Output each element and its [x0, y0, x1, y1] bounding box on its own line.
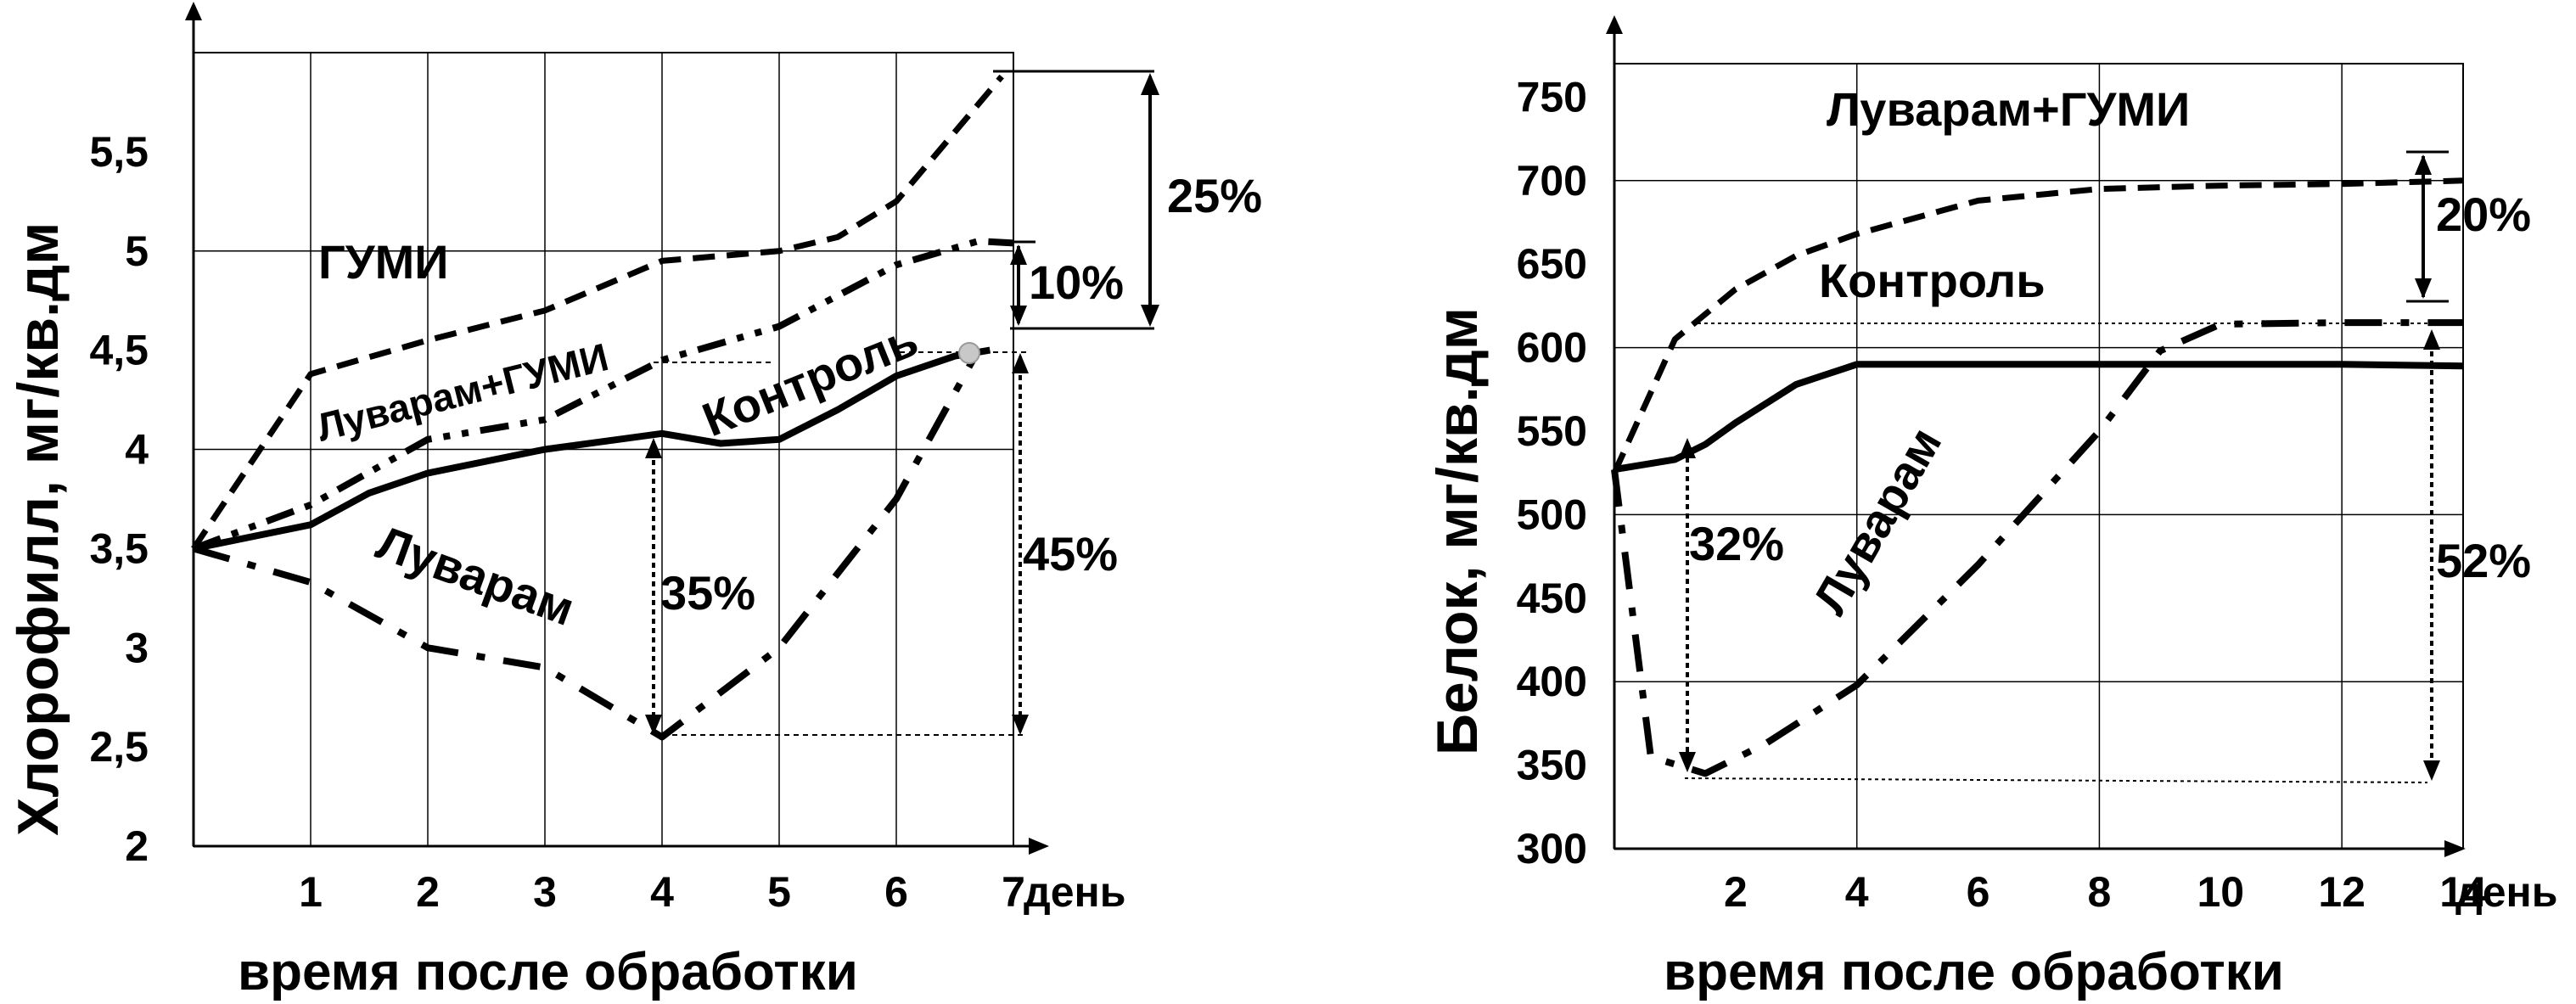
arrowhead-20-bottom: [2415, 278, 2432, 299]
annotations-right: [1679, 150, 2461, 783]
pct-10: 10%: [1029, 255, 1124, 309]
y-tick-label: 450: [1517, 575, 1587, 622]
x-tick-label: 1: [299, 868, 323, 916]
y-tick-label: 300: [1517, 825, 1587, 872]
series-line: [192, 238, 1014, 552]
series-line: [193, 346, 991, 552]
y-tick-label: 400: [1517, 658, 1587, 705]
x-tick-label: 2: [1724, 868, 1748, 916]
arrowhead-10-bottom: [1010, 306, 1027, 326]
arrowhead-45-bottom: [1012, 715, 1029, 735]
x-tick-label: 6: [1967, 868, 1990, 916]
series-right: [1611, 177, 2464, 777]
y-tick-label: 700: [1517, 157, 1587, 205]
series-line: [1611, 319, 2463, 777]
series-line: [1614, 361, 2464, 474]
label-gumi-left: ГУМИ: [318, 235, 448, 289]
percent-labels-left: 25% 10% 35% 45%: [660, 169, 1262, 620]
pct-32: 32%: [1689, 517, 1784, 570]
pct-20: 20%: [2436, 188, 2531, 241]
y-axis-arrow-right: [1606, 15, 1623, 34]
arrowhead-35-top: [645, 438, 662, 458]
y-tick-label: 600: [1517, 324, 1587, 372]
x-axis-arrow-left: [1029, 838, 1049, 855]
y-tick-label: 4: [125, 426, 149, 474]
x-tick-label: 12: [2318, 868, 2366, 916]
series-left: [191, 74, 1014, 741]
x-unit-left: день: [1024, 868, 1125, 916]
x-tick-label: 4: [650, 868, 674, 916]
arrowhead-35-bottom: [645, 715, 662, 735]
y-axis-title-right: Белок, мг/кв.дм: [1425, 307, 1490, 755]
y-tick-label: 550: [1517, 407, 1587, 455]
arrowhead-45-top: [1012, 353, 1029, 373]
arrowhead-32-top: [1679, 438, 1696, 458]
y-axis-arrow-left: [185, 2, 202, 20]
x-tick-label: 6: [884, 868, 908, 916]
arrowhead-10-top: [1010, 244, 1027, 265]
arrowhead-25-bottom: [1141, 305, 1159, 327]
pct-25: 25%: [1167, 169, 1262, 222]
percent-labels-right: 20% 32% 52%: [1689, 188, 2531, 587]
label-luvaram-right: Луварам: [1803, 418, 1952, 623]
arrowhead-20-top: [2415, 154, 2432, 175]
series-line: [1611, 177, 2464, 474]
label-control-right: Контроль: [1819, 254, 2046, 307]
y-tick-label: 500: [1517, 491, 1587, 538]
arrowhead-52-bottom: [2423, 760, 2440, 781]
label-luvaram-gumi-right: Луварам+ГУМИ: [1827, 82, 2190, 136]
x-tick-label: 3: [533, 868, 557, 916]
x-tick-label: 8: [2088, 868, 2112, 916]
tick-labels-left: 1 2 3 4 5 6 7 2 2,5 3 3,5 4 4,5 5 5,5: [89, 128, 1024, 916]
y-tick-label: 5: [125, 227, 149, 275]
y-tick-label: 5,5: [89, 128, 149, 176]
x-axis-arrow-right: [2444, 840, 2466, 857]
plot-frame-right: [1614, 63, 2464, 850]
tick-labels-right: 2 4 6 8 10 12 14 300 350 400 450 500 550 600 650 700 750: [1517, 73, 2487, 916]
annotations-left: [645, 70, 1159, 736]
pct-45: 45%: [1023, 527, 1118, 581]
x-tick-label: 4: [1845, 868, 1869, 916]
x-tick-label: 10: [2197, 868, 2244, 916]
ref-line-bottom-dotted: [1684, 777, 2428, 783]
x-tick-label: 5: [767, 868, 791, 916]
x-axis-title-right: время после обработки: [1664, 943, 2284, 1001]
x-axis-title-left: время после обработки: [238, 943, 858, 1001]
arrowhead-25-top: [1141, 73, 1159, 95]
pct-52: 52%: [2436, 534, 2531, 587]
arrowhead-52-top: [2423, 329, 2440, 350]
y-tick-label: 2: [125, 822, 149, 870]
label-luvaram-left: Луварам: [370, 515, 581, 636]
series-line: [191, 74, 1004, 551]
y-axis-title-left: Хлорофилл, мг/кв.дм: [6, 222, 70, 836]
chart-protein: 2 4 6 8 10 12 14 300 350 400 450 500 550 600 650 700 750…: [1425, 15, 2557, 1001]
grid-left: [194, 52, 1014, 846]
arrowhead-32-bottom: [1679, 752, 1696, 772]
y-tick-label: 650: [1517, 240, 1587, 288]
x-unit-right: день: [2455, 868, 2557, 916]
chart-chlorophyll: 1 2 3 4 5 6 7 2 2,5 3 3,5 4 4,5 5 5,5 ГУМИ: [6, 2, 1262, 1001]
y-tick-label: 350: [1517, 742, 1587, 789]
series-line: [192, 348, 982, 741]
series-labels-left: ГУМИ Луварам+ГУМИ Контроль Луварам: [312, 235, 925, 636]
y-tick-label: 4,5: [89, 327, 149, 374]
x-tick-label: 7: [1002, 868, 1025, 916]
x-tick-label: 14: [2439, 868, 2487, 916]
y-tick-label: 750: [1517, 73, 1587, 121]
x-tick-label: 2: [416, 868, 440, 916]
marker-point: [958, 342, 980, 364]
y-tick-label: 2,5: [89, 723, 149, 771]
pct-35: 35%: [660, 566, 755, 620]
y-tick-label: 3: [125, 624, 149, 671]
grid-right: [1614, 64, 2463, 849]
y-tick-label: 3,5: [89, 524, 149, 572]
